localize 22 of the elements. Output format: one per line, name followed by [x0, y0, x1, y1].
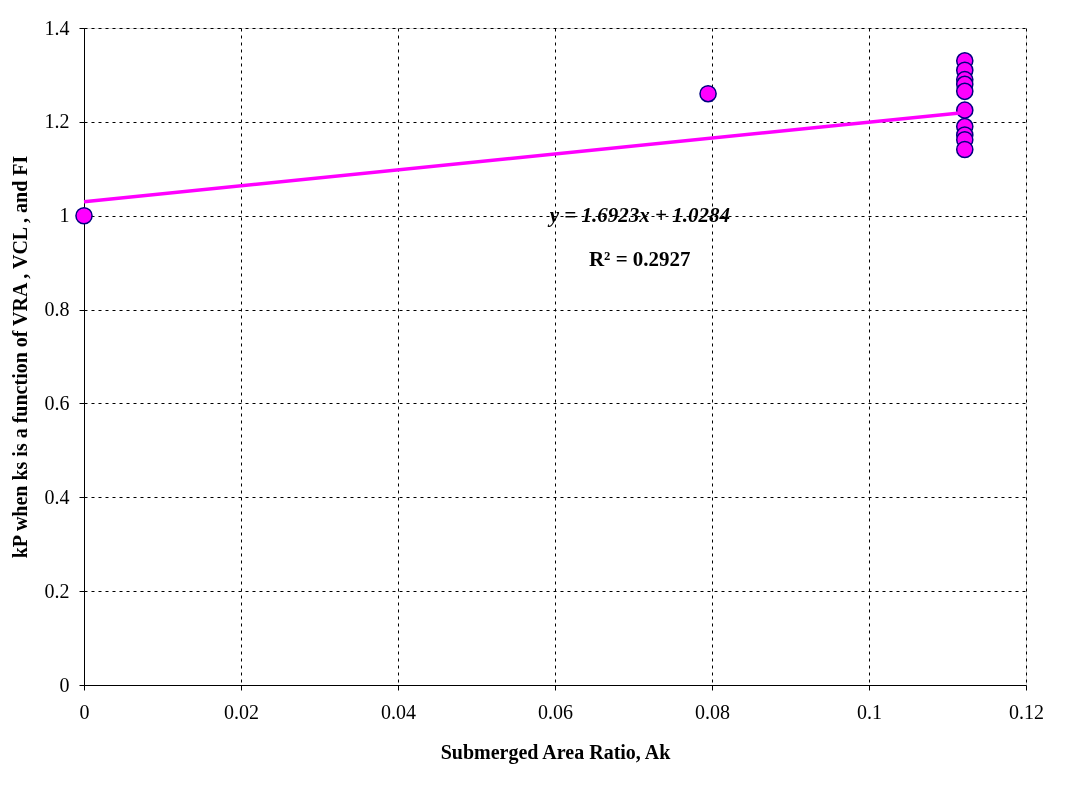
y-tick-label: 1 — [59, 204, 70, 227]
x-tick-label: 0.04 — [381, 700, 416, 723]
point — [955, 140, 974, 159]
y-tick-label: 0.4 — [44, 485, 70, 508]
y-tick-label: 0 — [59, 673, 70, 696]
point — [699, 84, 717, 103]
y-tick-label: 0.8 — [44, 298, 70, 321]
x-tick-label: 0 — [79, 700, 90, 723]
x-tick-label: 0.06 — [538, 700, 573, 723]
annotation: R² = 0.2927 — [588, 247, 691, 271]
x-tick-label: 0.08 — [695, 700, 730, 723]
x-tick-label: 0.1 — [857, 700, 882, 723]
x-tick-label: 0.02 — [224, 700, 259, 723]
y-tick-label: 0.6 — [44, 391, 70, 414]
y-tick-label: 1.4 — [44, 16, 70, 39]
x-tick-label: 0.12 — [1009, 700, 1044, 723]
point — [75, 206, 93, 225]
y-tick-label: 1.2 — [44, 110, 70, 133]
point — [955, 82, 974, 101]
y-axis-title: kP when ks is a function of VRA , VCL , and FI — [8, 155, 31, 559]
y-tick-label: 0.2 — [44, 579, 70, 602]
x-axis-title: Submerged Area Ratio, Ak — [440, 740, 672, 764]
